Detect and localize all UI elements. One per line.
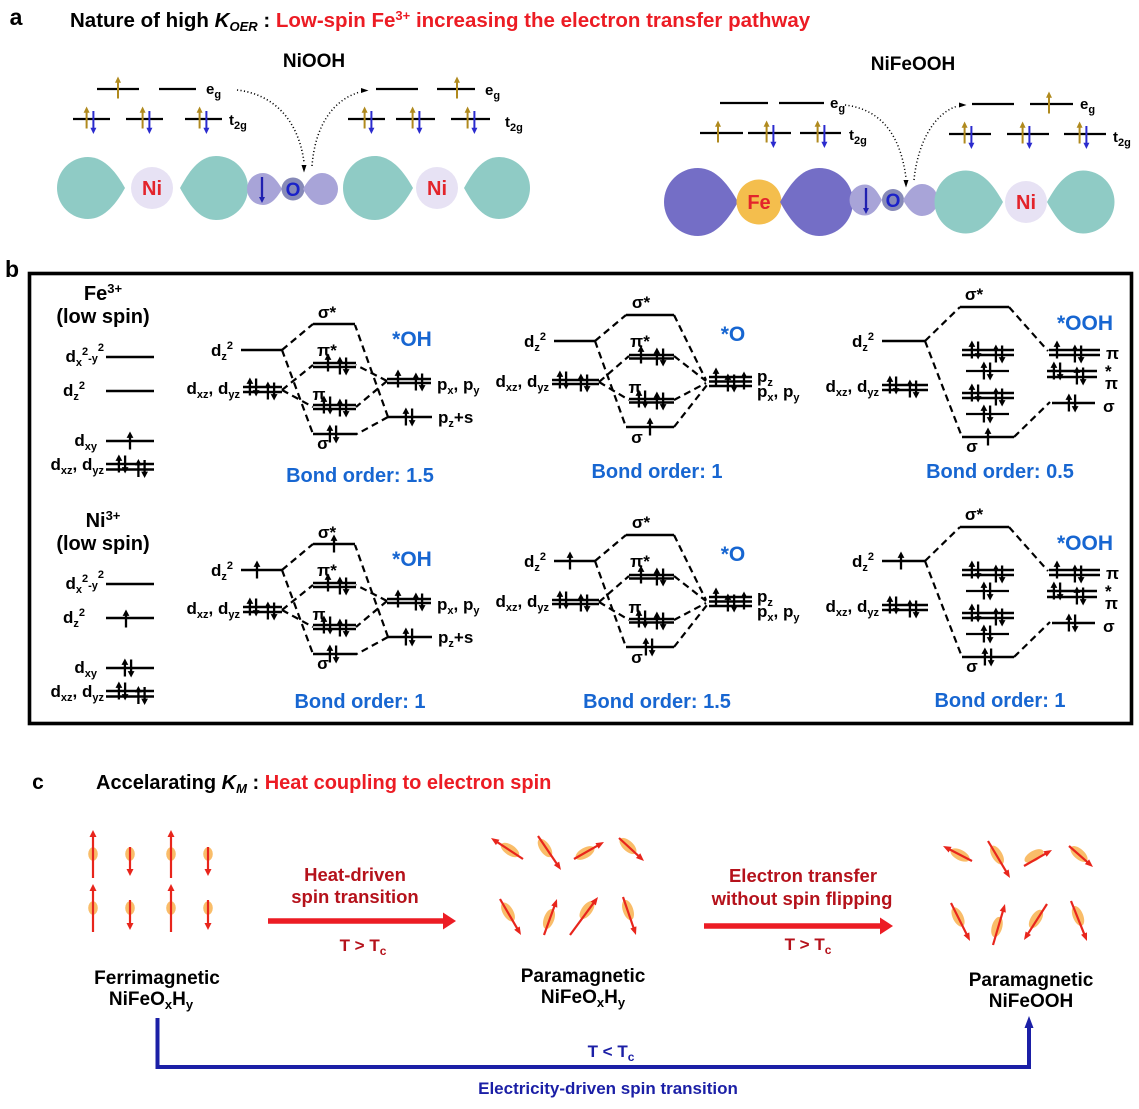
svg-text:σ: σ: [631, 648, 643, 667]
svg-text:T > Tc: T > Tc: [785, 935, 832, 957]
svg-text:O: O: [886, 191, 901, 212]
svg-text:Paramagnetic: Paramagnetic: [521, 966, 646, 987]
svg-text:σ: σ: [966, 657, 978, 676]
svg-text:Ferrimagnetic: Ferrimagnetic: [94, 968, 220, 989]
svg-text:Electricity-driven spin transi: Electricity-driven spin transition: [478, 1079, 738, 1098]
svg-text:σ: σ: [317, 434, 329, 453]
svg-text:NiFeOOH: NiFeOOH: [871, 54, 955, 75]
svg-text:pz+s: pz+s: [438, 408, 473, 430]
svg-text:σ*: σ*: [965, 285, 984, 304]
svg-text:Bond order: 1.5: Bond order: 1.5: [286, 465, 434, 487]
svg-text:*: *: [1105, 362, 1112, 381]
svg-text:σ: σ: [317, 654, 329, 673]
svg-text:*OOH: *OOH: [1057, 532, 1113, 555]
svg-text:Ni3+: Ni3+: [86, 508, 121, 532]
svg-text:NiFeOxHy: NiFeOxHy: [109, 989, 194, 1012]
svg-text:π*: π*: [630, 552, 650, 571]
svg-text:NiOOH: NiOOH: [283, 51, 345, 72]
svg-text:(low spin): (low spin): [56, 306, 149, 328]
svg-text:Ni: Ni: [1016, 192, 1036, 214]
svg-text:*: *: [1105, 582, 1112, 601]
svg-text:Ni: Ni: [427, 178, 447, 200]
svg-text:*OH: *OH: [392, 328, 432, 351]
svg-text:σ: σ: [1103, 617, 1115, 636]
svg-text:π: π: [1105, 594, 1118, 613]
svg-text:π: π: [1105, 374, 1118, 393]
svg-text:Bond order: 0.5: Bond order: 0.5: [926, 461, 1074, 483]
svg-text:σ*: σ*: [632, 293, 651, 312]
svg-text:NiFeOOH: NiFeOOH: [989, 991, 1073, 1012]
svg-text:σ*: σ*: [965, 505, 984, 524]
svg-text:π: π: [1106, 564, 1119, 583]
svg-text:t2g: t2g: [1113, 129, 1131, 149]
svg-text:σ: σ: [966, 437, 978, 456]
svg-text:π*: π*: [317, 561, 337, 580]
svg-text:Heat-driven: Heat-driven: [304, 864, 406, 885]
svg-text:pz+s: pz+s: [438, 628, 473, 650]
svg-text:a: a: [10, 4, 23, 30]
svg-text:Bond order: 1.5: Bond order: 1.5: [583, 691, 731, 713]
svg-text:*OOH: *OOH: [1057, 312, 1113, 335]
svg-text:σ: σ: [1103, 397, 1115, 416]
svg-text:without spin flipping: without spin flipping: [711, 888, 893, 909]
svg-text:Bond order: 1: Bond order: 1: [294, 691, 425, 713]
svg-text:Ni: Ni: [142, 178, 162, 200]
svg-text:O: O: [286, 180, 301, 201]
svg-text:Accelarating KM : Heat couplin: Accelarating KM : Heat coupling to elect…: [96, 772, 551, 796]
svg-text:π: π: [1106, 344, 1119, 363]
svg-text:(low spin): (low spin): [56, 533, 149, 555]
svg-text:NiFeOxHy: NiFeOxHy: [541, 987, 626, 1010]
svg-text:π*: π*: [317, 341, 337, 360]
svg-text:T < Tc: T < Tc: [588, 1042, 635, 1064]
svg-text:px, py: px, py: [437, 375, 480, 397]
svg-text:σ*: σ*: [632, 513, 651, 532]
svg-text:σ*: σ*: [318, 523, 337, 542]
svg-text:b: b: [5, 256, 19, 282]
svg-text:Nature of high KOER : Low-spin: Nature of high KOER : Low-spin Fe3+ incr…: [70, 8, 811, 34]
svg-text:T > Tc: T > Tc: [340, 936, 387, 958]
svg-text:px, py: px, py: [437, 595, 480, 617]
svg-text:c: c: [32, 771, 44, 794]
svg-text:σ: σ: [631, 428, 643, 447]
svg-text:Bond order: 1: Bond order: 1: [934, 690, 1065, 712]
svg-text:dx2-y2: dx2-y2: [65, 342, 104, 369]
svg-text:Paramagnetic: Paramagnetic: [969, 970, 1094, 991]
svg-text:Bond order: 1: Bond order: 1: [591, 461, 722, 483]
svg-text:Fe: Fe: [747, 192, 770, 214]
svg-text:*O: *O: [721, 543, 746, 566]
svg-text:σ*: σ*: [318, 303, 337, 322]
svg-text:spin transition: spin transition: [291, 886, 418, 907]
svg-text:*OH: *OH: [392, 548, 432, 571]
svg-text:*O: *O: [721, 323, 746, 346]
svg-text:Electron transfer: Electron transfer: [729, 865, 877, 886]
svg-text:π*: π*: [630, 332, 650, 351]
